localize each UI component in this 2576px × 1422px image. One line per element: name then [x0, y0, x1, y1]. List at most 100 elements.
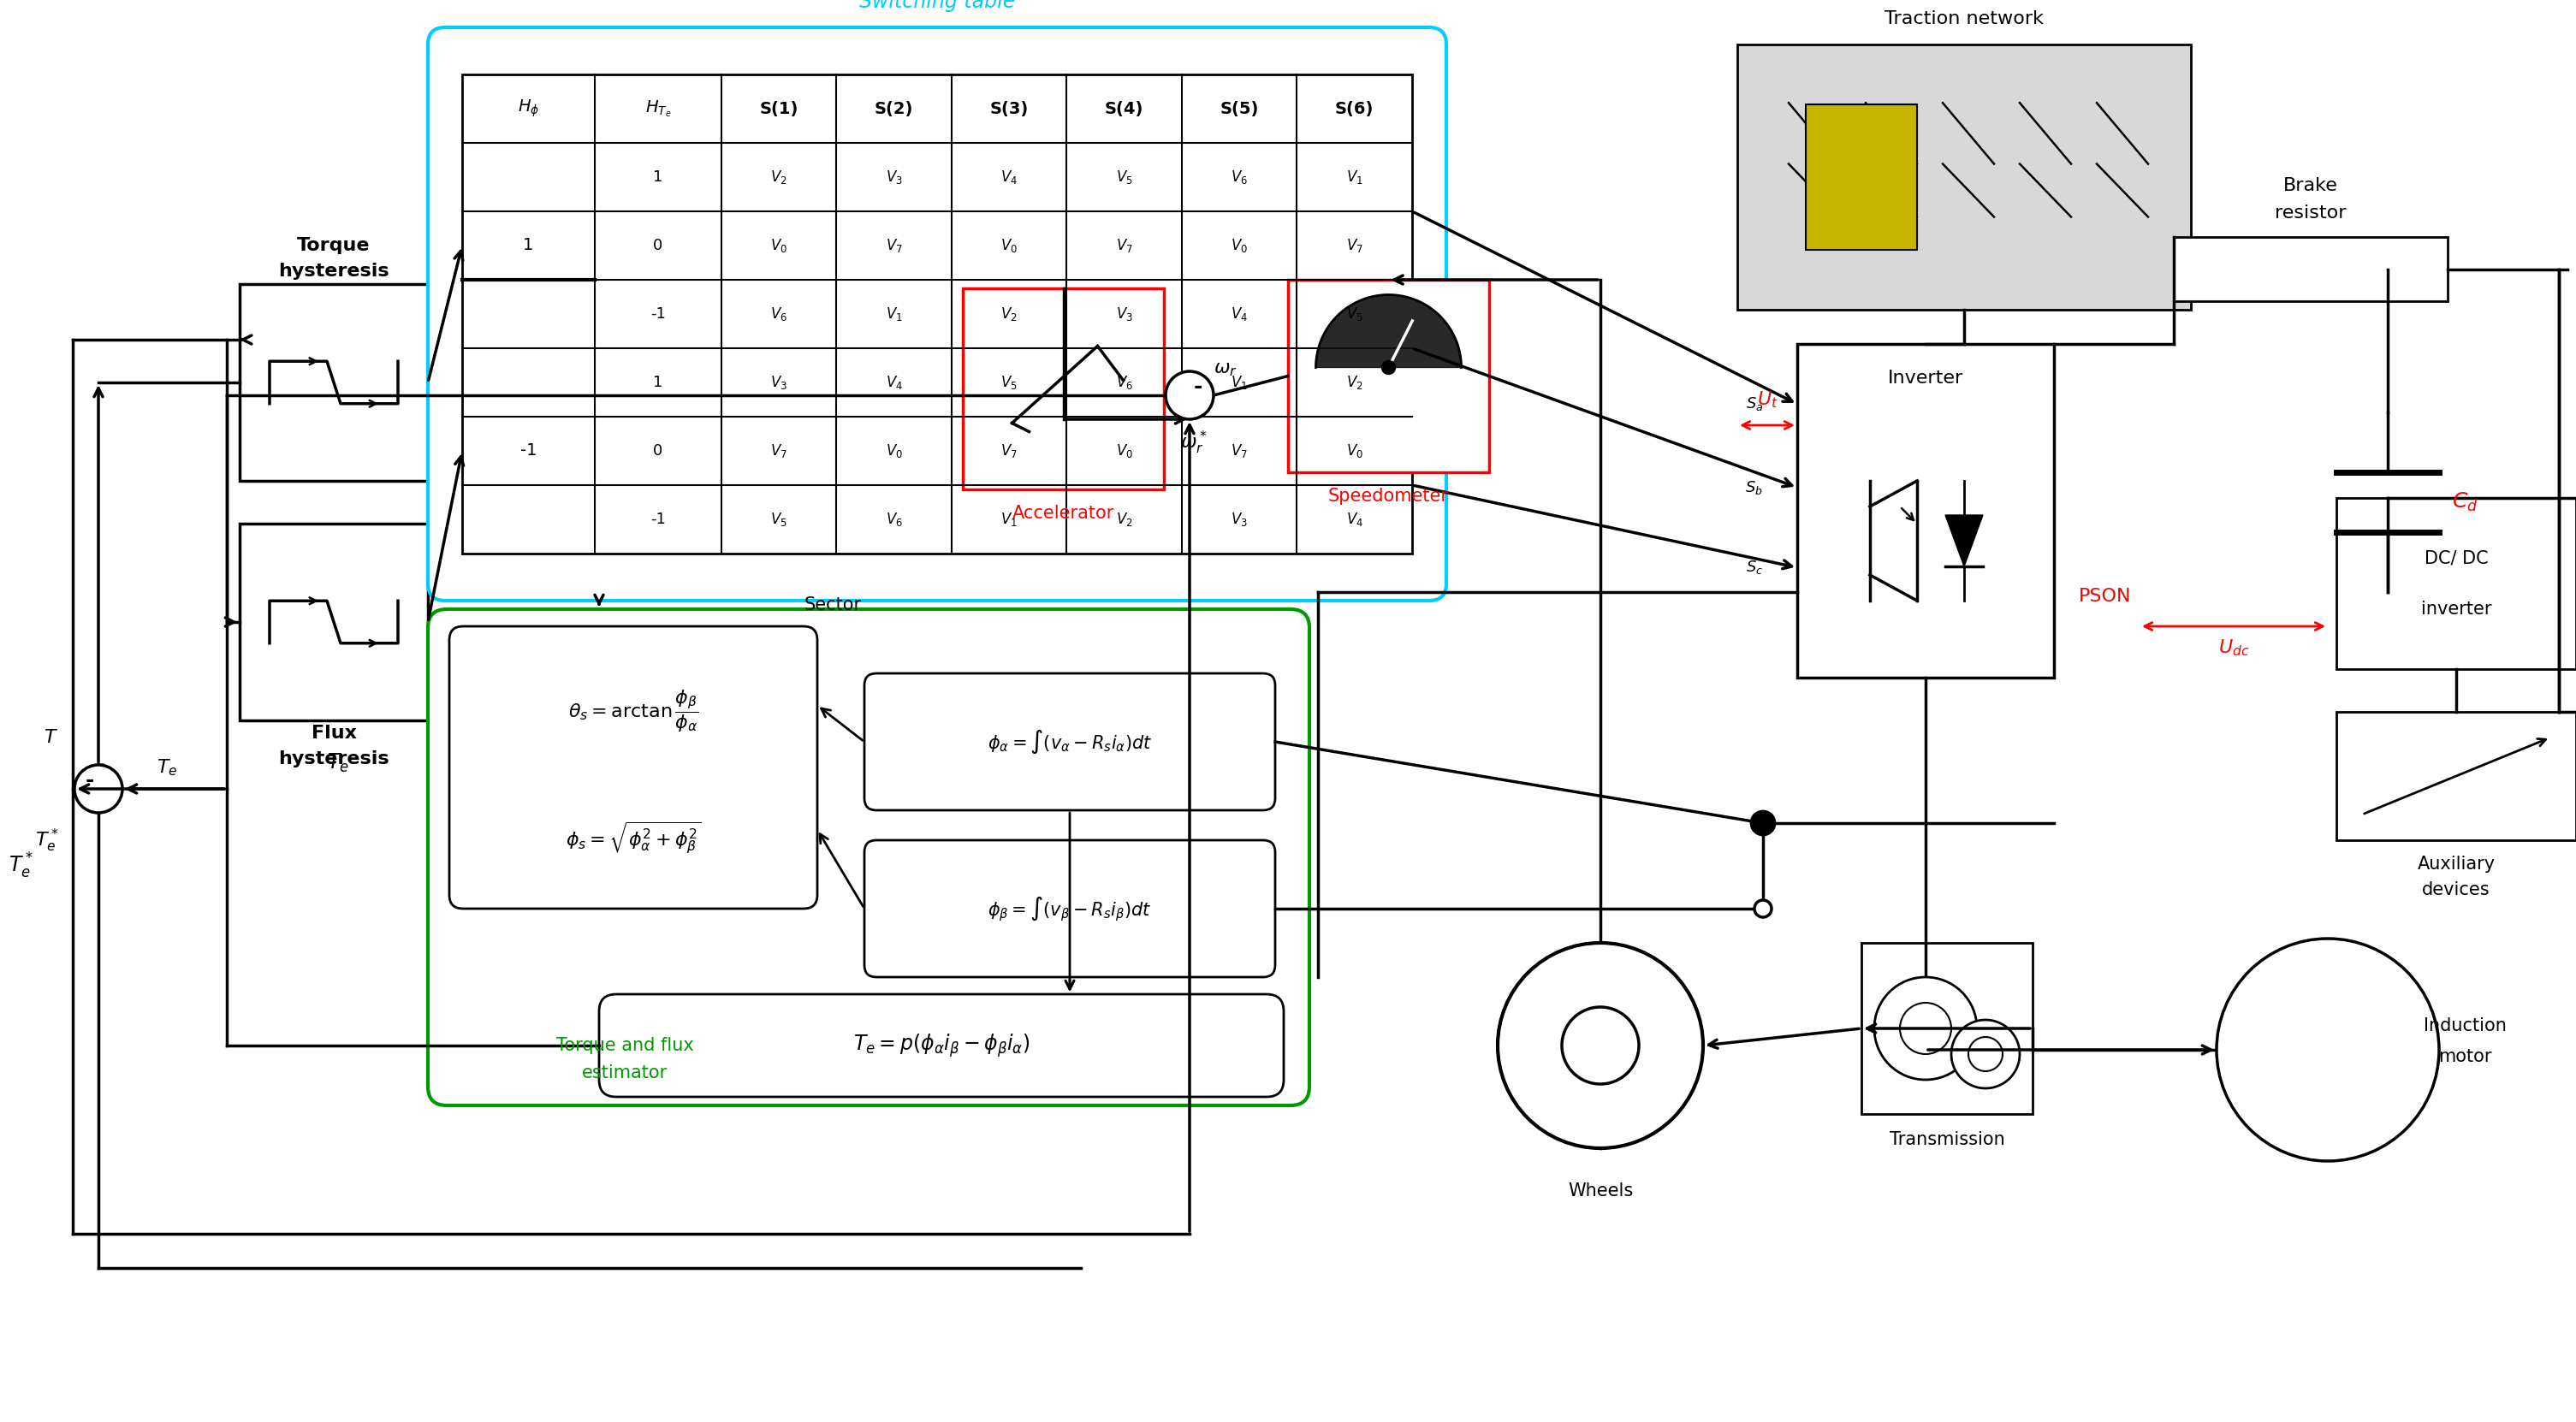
Text: $V_4$: $V_4$ [999, 169, 1018, 186]
Text: S(6): S(6) [1334, 101, 1373, 117]
Text: $\omega_r^*$: $\omega_r^*$ [1180, 429, 1208, 455]
Text: $\theta_s = \arctan\dfrac{\phi_{\beta}}{\phi_{\alpha}}$: $\theta_s = \arctan\dfrac{\phi_{\beta}}{… [569, 688, 698, 734]
Text: $V_6$: $V_6$ [770, 306, 788, 323]
Circle shape [1950, 1020, 2020, 1088]
Text: $V_0$: $V_0$ [886, 442, 902, 459]
Text: Sector: Sector [804, 596, 863, 613]
Text: S(5): S(5) [1221, 101, 1260, 117]
Bar [240, 523, 428, 721]
Bar [240, 284, 428, 481]
Bar [2336, 498, 2576, 670]
FancyBboxPatch shape [428, 27, 1445, 600]
FancyBboxPatch shape [600, 994, 1283, 1096]
FancyBboxPatch shape [866, 674, 1275, 811]
Text: 0: 0 [654, 444, 662, 459]
Circle shape [1497, 943, 1703, 1148]
Polygon shape [1316, 294, 1461, 367]
Text: $V_3$: $V_3$ [770, 374, 788, 391]
Text: $T_e = p(\phi_{\alpha} i_{\beta} - \phi_{\beta} i_{\alpha})$: $T_e = p(\phi_{\alpha} i_{\beta} - \phi_… [853, 1032, 1030, 1059]
Text: $H_{\phi}$: $H_{\phi}$ [518, 98, 538, 119]
Bar [1798, 344, 2053, 678]
Text: Wheels: Wheels [1569, 1183, 1633, 1200]
Text: $T_e$: $T_e$ [157, 758, 178, 778]
Polygon shape [1945, 515, 1984, 566]
Text: $S_c$: $S_c$ [1747, 559, 1762, 576]
Text: $V_0$: $V_0$ [770, 237, 788, 255]
Text: Inverter: Inverter [1888, 370, 1963, 387]
Text: -1: -1 [649, 306, 665, 321]
Text: $T$: $T$ [44, 729, 59, 747]
Text: $V_5$: $V_5$ [999, 374, 1018, 391]
Bar [963, 289, 1164, 489]
Text: $V_5$: $V_5$ [1115, 169, 1133, 186]
Bar [2174, 237, 2447, 301]
Text: devices: devices [2421, 882, 2491, 899]
Text: S(4): S(4) [1105, 101, 1144, 117]
Text: $V_3$: $V_3$ [1115, 306, 1133, 323]
Bar [1288, 280, 1489, 472]
Text: $V_7$: $V_7$ [1347, 237, 1363, 255]
Text: $V_6$: $V_6$ [1231, 169, 1247, 186]
Text: Accelerator: Accelerator [1012, 505, 1115, 522]
Text: $V_3$: $V_3$ [1231, 510, 1247, 528]
Text: $H_{T_e}$: $H_{T_e}$ [644, 98, 670, 119]
Bar [461, 74, 1412, 553]
Text: $V_3$: $V_3$ [886, 169, 902, 186]
Text: $T_e^*$: $T_e^*$ [8, 852, 33, 880]
Bar [1806, 104, 1917, 250]
Text: $V_2$: $V_2$ [999, 306, 1018, 323]
Text: $U_{dc}$: $U_{dc}$ [2218, 637, 2249, 658]
Text: $V_1$: $V_1$ [1231, 374, 1247, 391]
Circle shape [1901, 1003, 1950, 1054]
Text: $V_4$: $V_4$ [1231, 306, 1247, 323]
Text: hysteresis: hysteresis [278, 751, 389, 768]
Text: $V_7$: $V_7$ [886, 237, 902, 255]
Text: $T_e$: $T_e$ [327, 752, 350, 775]
Text: $V_7$: $V_7$ [1115, 237, 1133, 255]
Text: $V_1$: $V_1$ [999, 510, 1018, 528]
Text: 1: 1 [654, 169, 662, 185]
FancyBboxPatch shape [428, 609, 1309, 1105]
Text: $V_6$: $V_6$ [1115, 374, 1133, 391]
Text: $V_4$: $V_4$ [1345, 510, 1363, 528]
Circle shape [1968, 1037, 2002, 1071]
Text: $\phi_{\beta} = \int(v_{\beta} - R_s i_{\beta})dt$: $\phi_{\beta} = \int(v_{\beta} - R_s i_{… [987, 894, 1151, 923]
Text: $C_d$: $C_d$ [2452, 491, 2478, 513]
Text: 1: 1 [523, 237, 533, 253]
Text: $V_4$: $V_4$ [886, 374, 902, 391]
Bar [2336, 712, 2576, 840]
Text: $V_2$: $V_2$ [770, 169, 788, 186]
Text: $V_1$: $V_1$ [886, 306, 902, 323]
Text: $\phi_{\alpha} = \int(v_{\alpha} - R_s i_{\alpha})dt$: $\phi_{\alpha} = \int(v_{\alpha} - R_s i… [987, 728, 1151, 755]
Text: DC/ DC: DC/ DC [2424, 549, 2488, 566]
Text: -1: -1 [520, 442, 536, 459]
Circle shape [1752, 811, 1775, 835]
Text: inverter: inverter [2421, 600, 2491, 617]
Text: estimator: estimator [582, 1064, 667, 1082]
Text: $V_0$: $V_0$ [1347, 442, 1363, 459]
Text: Switching table: Switching table [860, 0, 1015, 11]
Text: -: - [85, 771, 95, 791]
Circle shape [75, 765, 124, 813]
Text: $S_b$: $S_b$ [1744, 479, 1762, 496]
Text: Auxiliary: Auxiliary [2416, 856, 2496, 873]
Text: $V_0$: $V_0$ [1115, 442, 1133, 459]
Text: -: - [1193, 377, 1203, 397]
Text: $V_5$: $V_5$ [770, 510, 788, 528]
Text: $V_7$: $V_7$ [999, 442, 1018, 459]
Text: $V_2$: $V_2$ [1347, 374, 1363, 391]
Text: $\phi_s = \sqrt{\phi_{\alpha}^2 + \phi_{\beta}^2}$: $\phi_s = \sqrt{\phi_{\alpha}^2 + \phi_{… [564, 820, 701, 856]
Text: S(3): S(3) [989, 101, 1028, 117]
Text: $V_1$: $V_1$ [1347, 169, 1363, 186]
Bar [1862, 943, 2032, 1113]
Text: hysteresis: hysteresis [278, 263, 389, 280]
Text: S(2): S(2) [873, 101, 914, 117]
Text: $S_a$: $S_a$ [1747, 395, 1762, 412]
Text: motor: motor [2437, 1048, 2491, 1065]
Text: Speedometer: Speedometer [1329, 488, 1448, 505]
Text: Induction: Induction [2424, 1017, 2506, 1034]
Text: 1: 1 [654, 375, 662, 390]
Circle shape [1561, 1007, 1638, 1084]
Text: $V_0$: $V_0$ [999, 237, 1018, 255]
Circle shape [1875, 977, 1976, 1079]
